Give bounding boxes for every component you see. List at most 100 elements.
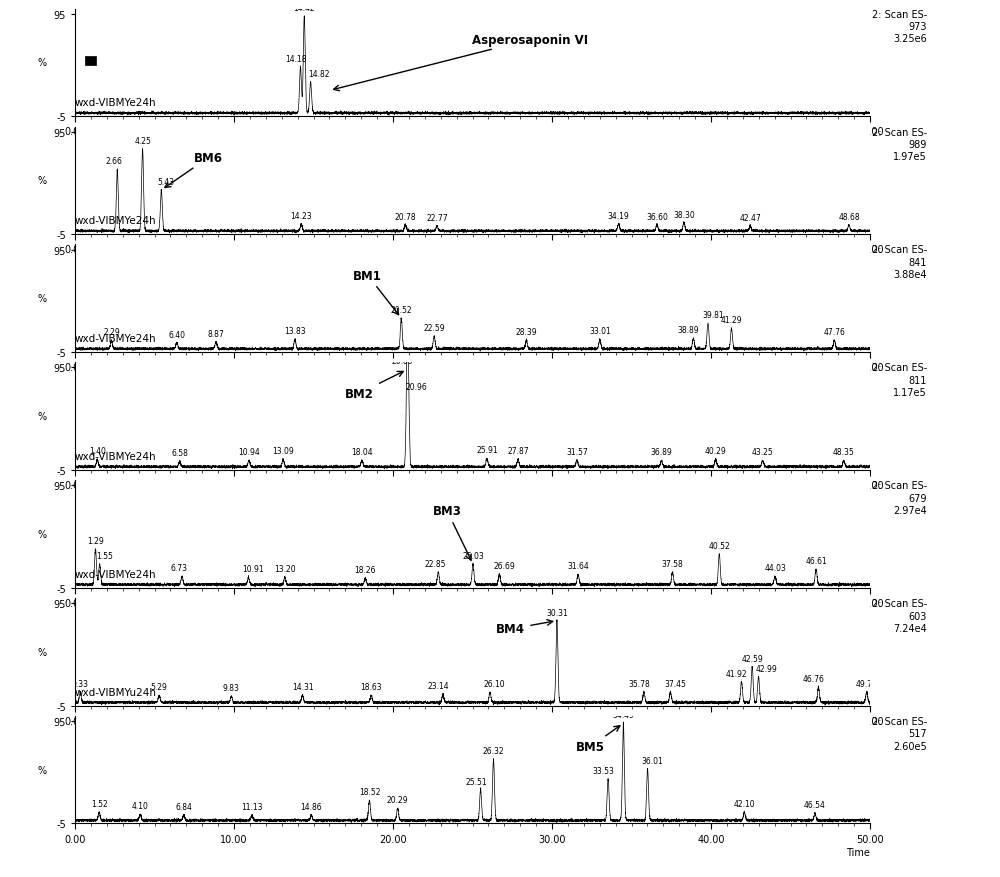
- Text: 14.86: 14.86: [300, 802, 322, 811]
- Text: 1.40: 1.40: [89, 447, 106, 456]
- Text: 26.69: 26.69: [493, 561, 515, 571]
- Text: 41.29: 41.29: [721, 316, 742, 324]
- Text: 46.76: 46.76: [803, 674, 825, 683]
- Text: 25.03: 25.03: [462, 552, 484, 560]
- Text: 11.13: 11.13: [241, 802, 263, 811]
- Text: 6.84: 6.84: [175, 802, 192, 811]
- Text: 46.61: 46.61: [805, 557, 827, 566]
- Text: 42.10: 42.10: [734, 799, 755, 809]
- Y-axis label: %: %: [38, 530, 47, 539]
- Text: 20.89: 20.89: [392, 357, 413, 366]
- Text: 2: Scan ES-
973
3.25e6: 2: Scan ES- 973 3.25e6: [872, 10, 927, 45]
- Text: 14.23: 14.23: [290, 211, 312, 220]
- Text: wxd-VIBMYe24h: wxd-VIBMYe24h: [75, 452, 157, 461]
- Text: BM3: BM3: [433, 505, 471, 560]
- Text: 44.03: 44.03: [764, 564, 786, 573]
- Text: wxd-VIBMYe24h: wxd-VIBMYe24h: [75, 216, 157, 226]
- Text: 14.18: 14.18: [285, 54, 306, 64]
- Text: BM1: BM1: [353, 269, 399, 316]
- Text: 10.91: 10.91: [242, 565, 264, 574]
- Y-axis label: %: %: [38, 294, 47, 303]
- Text: 25.51: 25.51: [465, 777, 487, 786]
- Text: 2.29: 2.29: [103, 328, 120, 337]
- Text: 2.66: 2.66: [106, 157, 123, 167]
- Text: wxd-VIBMYe24h: wxd-VIBMYe24h: [75, 98, 157, 108]
- Text: 38.30: 38.30: [673, 210, 695, 219]
- Text: BM4: BM4: [496, 620, 553, 636]
- Text: 39.81: 39.81: [702, 310, 724, 320]
- Text: 2: Scan ES-
811
1.17e5: 2: Scan ES- 811 1.17e5: [872, 363, 927, 397]
- Text: 1.52: 1.52: [91, 799, 108, 809]
- Text: 1.29: 1.29: [87, 536, 104, 545]
- Text: 42.59: 42.59: [741, 654, 763, 663]
- Text: BM2: BM2: [345, 372, 403, 400]
- Text: 48.35: 48.35: [833, 448, 855, 457]
- Text: Asperosaponin VI: Asperosaponin VI: [334, 34, 589, 91]
- Text: 20.96: 20.96: [405, 382, 427, 391]
- Text: 30.31: 30.31: [546, 608, 568, 617]
- Text: wxd-VIBMYe24h: wxd-VIBMYe24h: [75, 333, 157, 344]
- Text: 18.04: 18.04: [351, 448, 373, 457]
- Text: 27.87: 27.87: [507, 447, 529, 456]
- Text: 2: Scan ES-
989
1.97e5: 2: Scan ES- 989 1.97e5: [872, 127, 927, 162]
- Text: BM6: BM6: [165, 152, 223, 189]
- Text: 13.83: 13.83: [284, 327, 306, 336]
- Text: 18.52: 18.52: [359, 787, 380, 796]
- Text: 42.47: 42.47: [739, 213, 761, 223]
- Text: 22.77: 22.77: [426, 213, 448, 223]
- Text: 22.59: 22.59: [423, 324, 445, 333]
- Text: 23.14: 23.14: [427, 681, 449, 690]
- Text: 48.68: 48.68: [838, 212, 860, 221]
- Text: 46.54: 46.54: [804, 800, 826, 809]
- Text: 2: Scan ES-
841
3.88e4: 2: Scan ES- 841 3.88e4: [872, 246, 927, 280]
- Text: 2: Scan ES-
679
2.97e4: 2: Scan ES- 679 2.97e4: [872, 481, 927, 516]
- Text: 26.10: 26.10: [484, 680, 506, 688]
- Text: 37.45: 37.45: [664, 680, 686, 688]
- Text: 22.85: 22.85: [424, 560, 446, 568]
- Text: 14.42: 14.42: [293, 4, 315, 12]
- Text: 13.20: 13.20: [274, 565, 296, 574]
- Text: Time: Time: [846, 847, 870, 857]
- Text: 25.91: 25.91: [476, 446, 498, 455]
- Text: 40.52: 40.52: [708, 541, 730, 550]
- Text: 2: Scan ES-
603
7.24e4: 2: Scan ES- 603 7.24e4: [872, 598, 927, 633]
- Text: 42.99: 42.99: [756, 664, 777, 673]
- Text: 33.53: 33.53: [592, 766, 614, 775]
- Text: 31.57: 31.57: [566, 448, 588, 457]
- Bar: [85, 57, 96, 66]
- Text: 8.87: 8.87: [208, 329, 224, 339]
- Text: 36.01: 36.01: [641, 756, 663, 766]
- Text: 5.29: 5.29: [151, 682, 168, 691]
- Text: 36.60: 36.60: [646, 212, 668, 221]
- Text: 31.64: 31.64: [567, 561, 589, 571]
- Y-axis label: %: %: [38, 411, 47, 422]
- Text: 28.39: 28.39: [516, 328, 537, 337]
- Text: 14.31: 14.31: [292, 682, 313, 691]
- Text: 20.52: 20.52: [390, 306, 412, 315]
- Text: 18.26: 18.26: [355, 566, 376, 574]
- Text: 10.94: 10.94: [238, 448, 260, 457]
- Text: 9.83: 9.83: [223, 683, 240, 693]
- Text: 20.78: 20.78: [395, 212, 416, 221]
- Text: 49.79: 49.79: [856, 680, 878, 688]
- Text: 2: Scan ES-
517
2.60e5: 2: Scan ES- 517 2.60e5: [872, 717, 927, 751]
- Text: 14.82: 14.82: [308, 70, 329, 79]
- Y-axis label: %: %: [38, 647, 47, 657]
- Text: 47.76: 47.76: [823, 328, 845, 337]
- Text: 34.19: 34.19: [608, 211, 629, 220]
- Y-axis label: %: %: [38, 58, 47, 68]
- Text: 34.49: 34.49: [612, 710, 634, 719]
- Text: 35.78: 35.78: [628, 680, 650, 688]
- Text: 26.32: 26.32: [483, 746, 504, 755]
- Text: 4.25: 4.25: [134, 137, 151, 146]
- Text: 6.58: 6.58: [171, 449, 188, 458]
- Text: 1.55: 1.55: [96, 552, 113, 560]
- Text: wxd-VIBMYu24h: wxd-VIBMYu24h: [75, 687, 157, 697]
- Text: BM5: BM5: [576, 726, 620, 753]
- Text: 33.01: 33.01: [589, 327, 611, 336]
- Text: 37.58: 37.58: [662, 560, 683, 568]
- Text: 36.89: 36.89: [651, 448, 672, 457]
- Text: wxd-VIBMYe24h: wxd-VIBMYe24h: [75, 569, 157, 579]
- Text: 6.40: 6.40: [168, 330, 185, 339]
- Text: 4.10: 4.10: [132, 802, 149, 810]
